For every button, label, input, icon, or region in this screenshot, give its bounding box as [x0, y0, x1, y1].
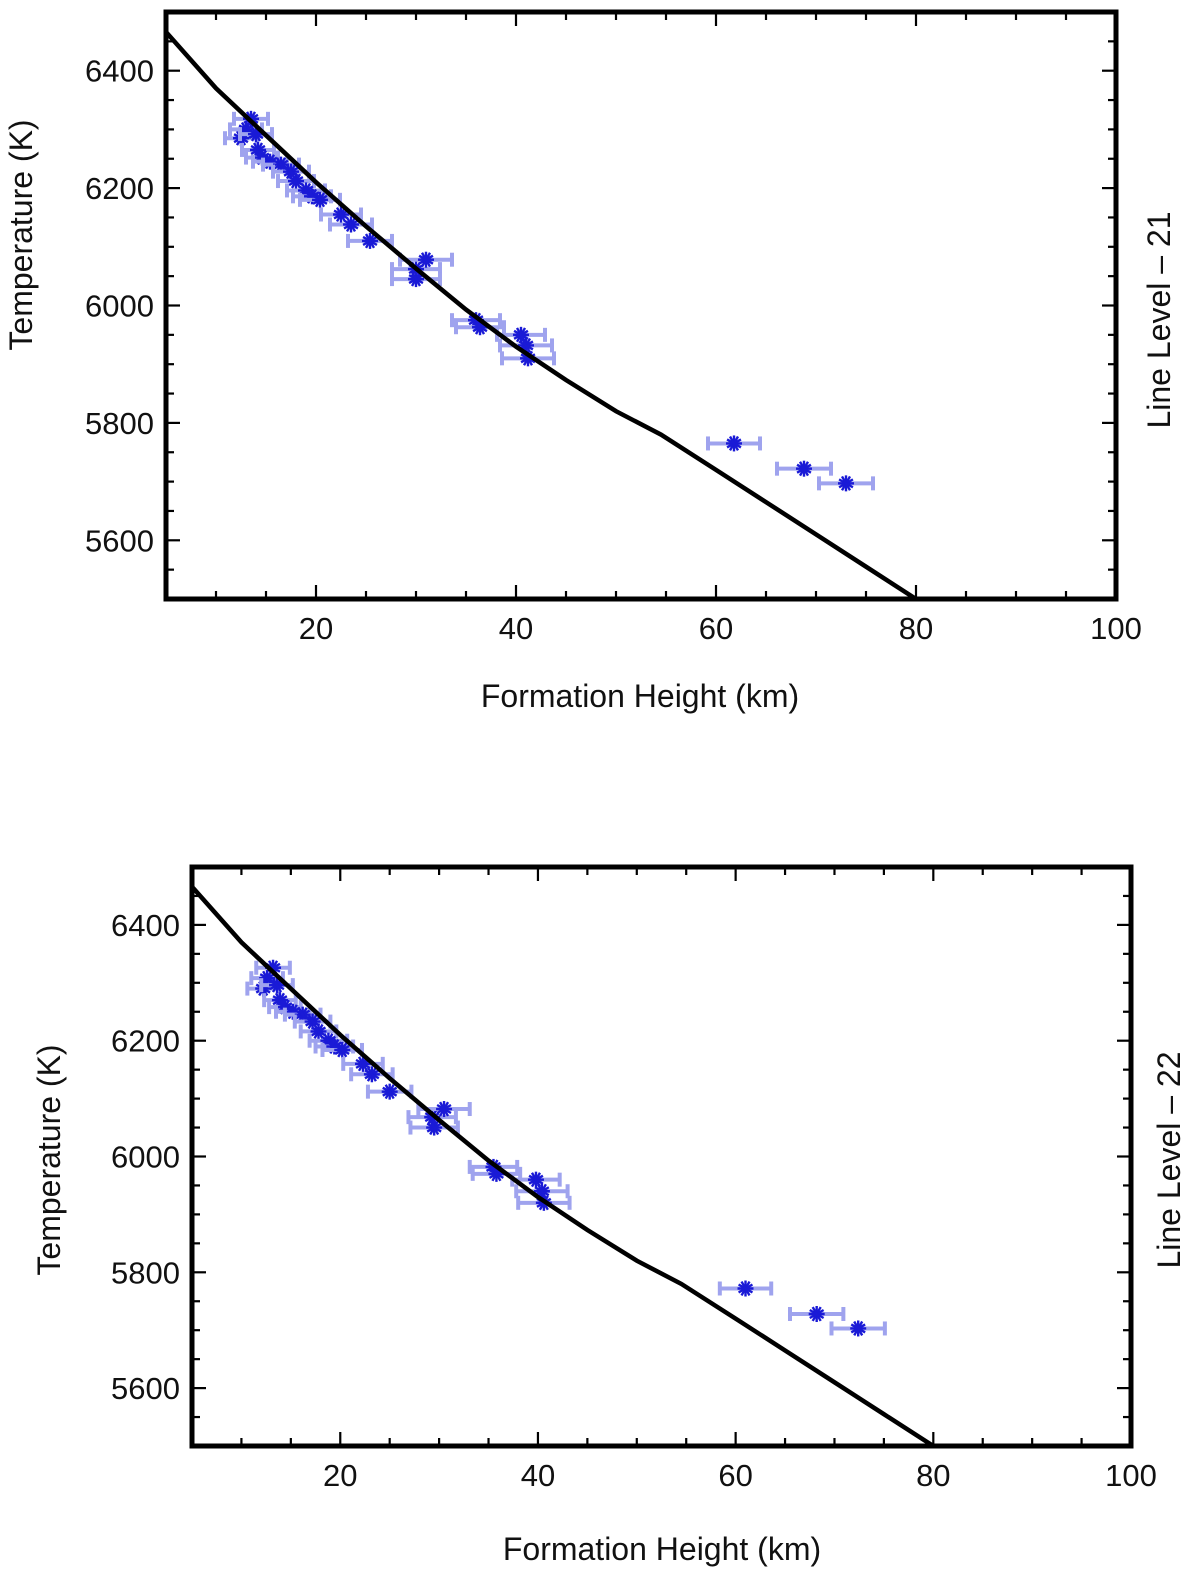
x-tick-label: 40: [521, 1458, 555, 1493]
data-point: [850, 1320, 867, 1337]
y-tick-label: 5800: [85, 406, 154, 441]
data-point: [436, 1101, 453, 1118]
data-point: [426, 1119, 443, 1136]
x-tick-label: 80: [899, 611, 933, 646]
data-point: [408, 271, 424, 288]
data-point: [310, 1023, 327, 1040]
x-tick-label: 60: [699, 611, 733, 646]
y-tick-label: 6200: [111, 1024, 180, 1059]
data-point: [838, 475, 854, 492]
plot-area: 20 40 60 80 100 5600 5800 6000 6200 6400: [85, 9, 1142, 646]
data-point: [312, 191, 328, 208]
y-tick-label: 5600: [111, 1371, 180, 1406]
data-point: [737, 1280, 754, 1297]
y-axis-title: Temperature (K): [3, 119, 39, 350]
x-tick-label: 100: [1105, 1458, 1157, 1493]
y-axis-title: Temperature (K): [31, 1044, 67, 1275]
data-point: [527, 1171, 544, 1188]
model-line: [166, 30, 924, 599]
x-axis-title: Formation Height (km): [503, 1531, 821, 1567]
data-point: [273, 156, 289, 173]
plot-area: 20 40 60 80 100 5600 5800 6000 6200 6400: [111, 864, 1157, 1493]
data-point: [250, 141, 266, 158]
chart-panel-top: Temperature (K) Formation Height (km) Li…: [3, 9, 1177, 714]
data-point: [726, 435, 742, 452]
data-series: [223, 110, 875, 492]
data-point: [334, 1041, 351, 1058]
x-tick-label: 40: [499, 611, 533, 646]
x-tick-label: 100: [1090, 611, 1142, 646]
data-point: [362, 232, 378, 249]
y-tick-label: 5800: [111, 1255, 180, 1290]
y-tick-label: 6400: [85, 54, 154, 89]
data-series: [245, 959, 887, 1337]
y-tick-label: 6000: [85, 289, 154, 324]
data-point: [363, 1066, 380, 1083]
x-tick-label: 80: [916, 1458, 950, 1493]
y-tick-label: 6200: [85, 171, 154, 206]
data-point: [288, 173, 304, 190]
data-point: [381, 1083, 398, 1100]
right-side-label: Line Level – 22: [1151, 1051, 1187, 1268]
y-tick-label: 6000: [111, 1140, 180, 1175]
plot-frame: [189, 864, 1134, 1449]
x-axis-title: Formation Height (km): [481, 678, 799, 714]
y-tick-label: 5600: [85, 523, 154, 558]
data-point: [796, 460, 812, 477]
data-point: [808, 1305, 825, 1322]
data-point: [333, 206, 349, 223]
right-side-label: Line Level – 21: [1141, 211, 1177, 428]
ticks: [190, 865, 1133, 1448]
data-point: [418, 251, 434, 268]
chart-panel-bottom: Temperature (K) Formation Height (km) Li…: [31, 864, 1187, 1567]
y-tick-label: 6400: [111, 908, 180, 943]
data-point: [343, 216, 359, 233]
model-line: [192, 885, 941, 1446]
plot-frame: [163, 9, 1119, 602]
x-tick-label: 20: [323, 1458, 357, 1493]
x-tick-label: 60: [718, 1458, 752, 1493]
x-tick-label: 20: [299, 611, 333, 646]
ticks: [164, 10, 1118, 601]
